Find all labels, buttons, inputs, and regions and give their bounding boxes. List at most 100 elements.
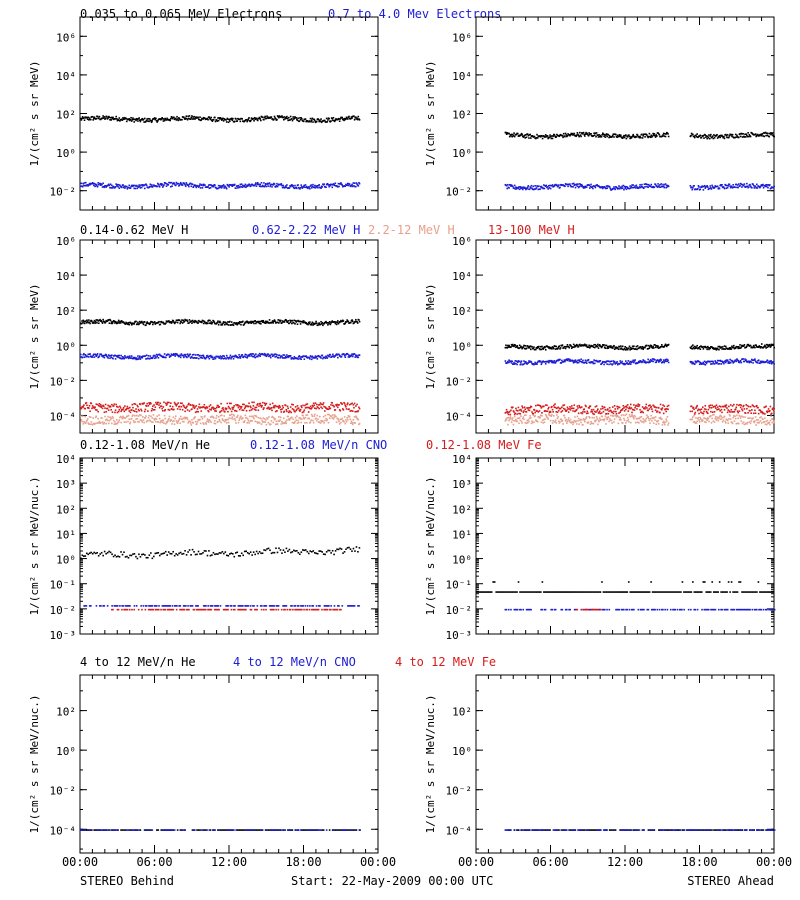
- data-point: [612, 412, 615, 415]
- data-point: [605, 412, 608, 415]
- data-point: [547, 408, 549, 410]
- data-point: [139, 187, 142, 189]
- data-point: [190, 320, 193, 322]
- data-point: [281, 320, 284, 322]
- data-point: [701, 185, 704, 188]
- data-point: [693, 345, 696, 348]
- data-point: [105, 186, 108, 188]
- data-point: [199, 422, 202, 425]
- data-point: [748, 133, 751, 136]
- data-point: [96, 409, 98, 411]
- data-point: [589, 405, 592, 407]
- data-point: [603, 133, 606, 136]
- data-point: [191, 419, 193, 421]
- data-point: [319, 422, 322, 424]
- data-point: [743, 183, 746, 185]
- data-point: [131, 403, 134, 406]
- data-point: [553, 406, 556, 408]
- data-point: [514, 344, 517, 347]
- data-point: [638, 360, 640, 363]
- data-point: [263, 353, 265, 356]
- data-point: [198, 403, 201, 406]
- data-point: [222, 322, 224, 325]
- data-point: [98, 402, 101, 405]
- data-point: [227, 121, 230, 124]
- data-point: [136, 323, 139, 325]
- data-point: [571, 359, 574, 362]
- data-point: [541, 135, 543, 137]
- data-point: [605, 134, 607, 137]
- data-point: [170, 321, 172, 323]
- data-point: [297, 421, 300, 424]
- data-point: [706, 348, 708, 351]
- data-point: [296, 187, 298, 190]
- data-point: [219, 321, 222, 324]
- data-point: [253, 414, 256, 417]
- data-point: [638, 136, 641, 139]
- data-point: [248, 422, 250, 424]
- data-point: [594, 132, 597, 134]
- data-point: [766, 134, 769, 137]
- data-point: [650, 405, 653, 408]
- data-point: [719, 136, 721, 139]
- data-point: [85, 420, 88, 423]
- data-point: [353, 353, 356, 355]
- data-point: [588, 184, 590, 186]
- data-point: [179, 415, 182, 418]
- data-point: [634, 187, 637, 189]
- data-point: [180, 183, 183, 185]
- data-point: [629, 348, 631, 351]
- data-point: [212, 184, 214, 187]
- data-point: [513, 361, 515, 364]
- data-point: [281, 357, 284, 359]
- data-point: [522, 136, 525, 138]
- data-point: [92, 182, 95, 185]
- data-point: [747, 131, 749, 134]
- data-point: [287, 320, 289, 322]
- data-point: [338, 409, 341, 411]
- data-point: [646, 344, 648, 347]
- data-point: [107, 415, 109, 418]
- data-point: [332, 355, 335, 357]
- data-point: [328, 117, 330, 120]
- data-point: [188, 319, 191, 321]
- data-point: [153, 357, 156, 360]
- data-point: [534, 363, 537, 365]
- data-point: [143, 121, 145, 123]
- data-point: [179, 422, 181, 424]
- data-point: [700, 408, 703, 410]
- data-point: [760, 361, 762, 364]
- data-point: [292, 408, 295, 411]
- data-point: [568, 360, 571, 362]
- data-point: [83, 421, 85, 423]
- data-point: [309, 187, 311, 190]
- data-point: [346, 353, 349, 355]
- data-point: [135, 410, 138, 413]
- data-point: [354, 356, 357, 358]
- data-point: [108, 355, 111, 357]
- data-point: [715, 361, 717, 364]
- data-point: [621, 187, 624, 189]
- data-point: [256, 421, 258, 423]
- data-point: [606, 363, 608, 365]
- data-point: [527, 362, 530, 364]
- data-point: [341, 184, 343, 186]
- data-point: [94, 320, 97, 323]
- data-point: [570, 347, 573, 349]
- data-point: [691, 347, 694, 350]
- data-point: [335, 321, 337, 323]
- data-point: [157, 401, 160, 404]
- data-point: [263, 407, 265, 409]
- data-point: [523, 360, 525, 362]
- data-point: [752, 362, 754, 364]
- data-point: [575, 134, 578, 136]
- data-point: [173, 408, 175, 411]
- data-point: [317, 418, 319, 421]
- data-point: [694, 347, 697, 350]
- data-point: [130, 355, 133, 357]
- data-point: [665, 344, 667, 347]
- data-point: [641, 410, 643, 413]
- data-point: [86, 418, 89, 420]
- data-point: [129, 406, 131, 409]
- data-point: [552, 347, 555, 350]
